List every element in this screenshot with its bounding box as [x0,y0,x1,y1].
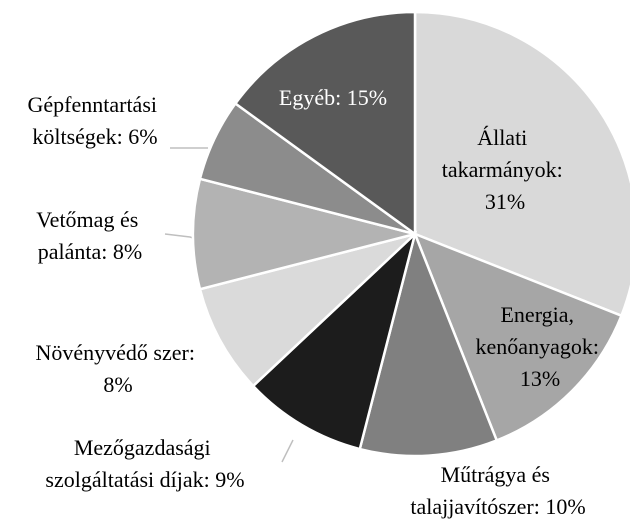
label-line: Gépfenntartási [28,92,163,117]
label-line: Energia, [500,302,579,327]
pie-slice [191,177,416,291]
label-line: takarmányok: [442,157,568,182]
slice-label: Állati takarmányok: 31% [442,125,568,214]
label-line: költségek: 6% [32,124,157,149]
label-line: kenőanyagok: [476,334,605,359]
label-line: Vetőmag és [36,207,144,232]
label-line: Műtrágya és [441,462,556,487]
label-line: Egyéb: 15% [279,85,387,110]
label-line: Állati [477,125,533,150]
slice-label: Egyéb: 15% [279,85,387,110]
label-line: Mezőgazdasági [74,435,216,460]
label-line: 13% [520,366,560,391]
slice-label: Vetőmag és palánta: 8% [36,207,144,264]
label-line: Növényvédő szer: [36,340,201,365]
label-line: palánta: 8% [38,239,142,264]
label-line: szolgáltatási díjak: 9% [45,467,244,492]
slice-label: Gépfenntartási költségek: 6% [28,92,163,149]
slice-label: Energia, kenőanyagok: 13% [476,302,605,391]
pie-slice [251,230,418,451]
pie-slice [198,232,416,388]
pie-slice [413,10,630,318]
pie-slice [358,229,499,458]
slice-label: Mezőgazdasági szolgáltatási díjak: 9% [45,435,244,492]
slice-label: Növényvédő szer: 8% [36,340,201,397]
leader-line [281,439,294,463]
label-line: talajjavítószer: 10% [410,494,585,519]
slice-label: Műtrágya és talajjavítószer: 10% [410,462,585,519]
pie-slice [412,231,624,443]
label-line: 8% [103,372,132,397]
pie-slice [233,10,417,237]
slices [191,10,630,458]
label-line: 31% [485,189,525,214]
